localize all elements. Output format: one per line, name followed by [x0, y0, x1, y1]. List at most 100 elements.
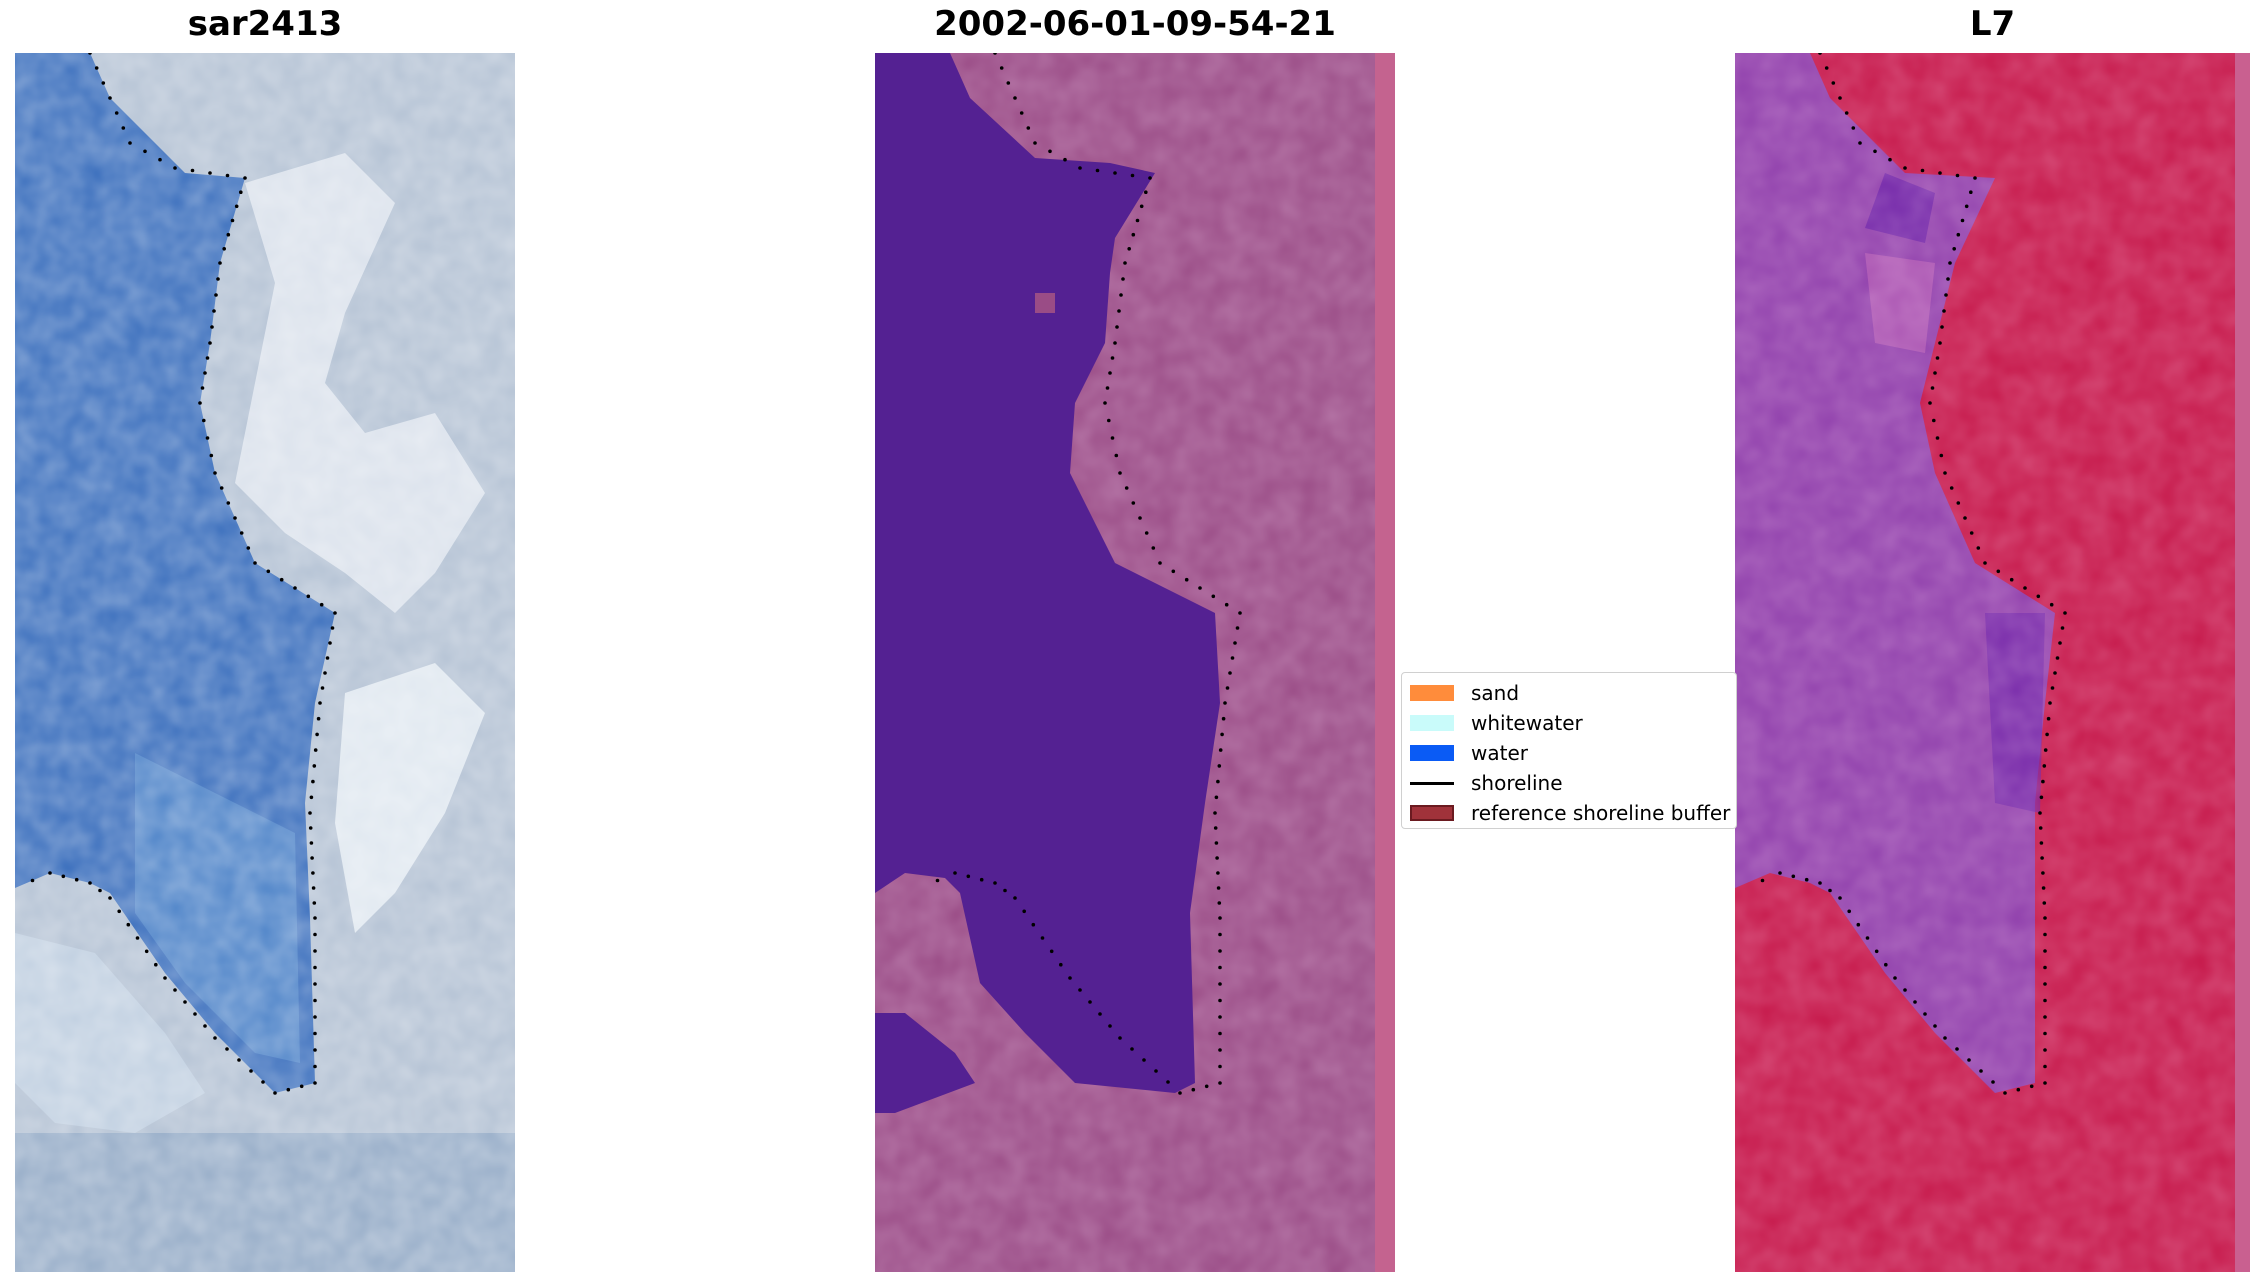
shoreline-point [320, 686, 325, 690]
shoreline-point [2045, 732, 2049, 737]
shoreline-point [233, 516, 237, 520]
shoreline-point [993, 53, 997, 55]
shoreline-point [1956, 501, 1961, 505]
shoreline-point [205, 356, 210, 360]
shoreline-point [1114, 453, 1119, 458]
shoreline-point [1996, 569, 2001, 574]
legend-swatch-water [1410, 745, 1454, 761]
shoreline-point [193, 1012, 197, 1016]
shoreline-point [213, 1036, 217, 1040]
shoreline-point [2009, 577, 2014, 582]
legend-label-sand: sand [1471, 681, 1520, 705]
shoreline-point [249, 1069, 253, 1073]
shoreline-point [1144, 531, 1149, 535]
shoreline-point [94, 66, 99, 70]
shoreline-point [1218, 1081, 1222, 1085]
shoreline-point [1946, 277, 1950, 281]
shoreline-point [173, 166, 177, 170]
shoreline-point [1964, 204, 1969, 209]
shoreline-point [1166, 1080, 1170, 1084]
panel-title-classified: 2002-06-01-09-54-21 [934, 4, 1336, 44]
shoreline-point [1928, 401, 1932, 405]
shoreline-point [1218, 1048, 1222, 1052]
shoreline-point [1865, 936, 1870, 940]
shoreline-point [1213, 826, 1218, 830]
shoreline-point [1113, 341, 1117, 345]
classified-image [875, 53, 1395, 1272]
shoreline-point [1804, 877, 1809, 882]
shoreline-point [1218, 1015, 1222, 1019]
shoreline-point [311, 779, 315, 784]
classified-image-panel [875, 53, 1395, 1272]
legend-label-water: water [1471, 741, 1528, 765]
shoreline-point [1955, 173, 1960, 178]
shoreline-point [1778, 871, 1782, 875]
shoreline-point [1118, 1036, 1122, 1040]
shoreline-point [1108, 1024, 1112, 1028]
shoreline-point [979, 877, 984, 882]
shoreline-point [2060, 626, 2065, 630]
shoreline-point [1218, 949, 1222, 953]
shoreline-point [313, 982, 317, 986]
shoreline-point [1903, 988, 1907, 992]
shoreline-point [200, 386, 205, 390]
shoreline-point [158, 157, 162, 162]
shoreline-point [319, 602, 324, 607]
shoreline-point [108, 96, 112, 100]
shoreline-point [1932, 418, 1936, 423]
shoreline-point [74, 877, 79, 882]
shoreline-point [1088, 1000, 1092, 1004]
shoreline-point [1818, 881, 1822, 885]
shoreline-point [1933, 371, 1937, 375]
mndwi-image [1735, 53, 2250, 1272]
shoreline-point [311, 871, 315, 875]
shoreline-point [1218, 1064, 1222, 1069]
shoreline-point [1888, 157, 1892, 162]
shoreline-point [135, 936, 140, 940]
shoreline-point [1117, 309, 1121, 313]
panel-title-index: L7 [1969, 4, 2016, 44]
shoreline-point [1940, 325, 1944, 329]
shoreline-point [2042, 901, 2047, 905]
shoreline-point [237, 1058, 241, 1062]
shoreline-point [1847, 909, 1851, 914]
shoreline-point [203, 371, 207, 375]
shoreline-point [1818, 53, 1822, 55]
shoreline-point [2055, 656, 2060, 660]
shoreline-point [1935, 356, 1940, 360]
shoreline-point [2043, 998, 2047, 1003]
shoreline-point [318, 701, 322, 705]
shoreline-point [1006, 81, 1011, 85]
shoreline-point [935, 878, 940, 883]
shoreline-point [313, 998, 317, 1003]
shoreline-point [1138, 516, 1142, 520]
shoreline-point [143, 149, 147, 154]
shoreline-point [953, 871, 957, 875]
shoreline-point [1191, 1087, 1196, 1092]
shoreline-point [1130, 1047, 1134, 1051]
shoreline-point [234, 204, 239, 209]
shoreline-point [1856, 922, 1861, 927]
shoreline-point [225, 1047, 229, 1051]
shoreline-point [293, 586, 297, 590]
shoreline-point [1976, 546, 1981, 550]
shoreline-point [1956, 232, 1961, 237]
shoreline-point [1933, 1024, 1937, 1028]
shoreline-point [1110, 436, 1115, 440]
shoreline-point [1068, 976, 1072, 980]
shoreline-point [1211, 594, 1216, 599]
shoreline-point [1019, 111, 1024, 115]
shoreline-point [218, 261, 222, 265]
shoreline-point [328, 641, 332, 645]
shoreline-point [308, 811, 312, 815]
shoreline-point [2023, 586, 2027, 590]
shoreline-point [48, 871, 52, 875]
shoreline-point [2043, 748, 2048, 752]
shoreline-point [1103, 401, 1107, 405]
shoreline-point [1078, 166, 1082, 170]
shoreline-point [1108, 371, 1112, 375]
shoreline-point [1760, 878, 1765, 883]
shoreline-point [1913, 1000, 1917, 1004]
shoreline-point [1130, 173, 1135, 178]
shoreline-point [1225, 686, 1230, 690]
